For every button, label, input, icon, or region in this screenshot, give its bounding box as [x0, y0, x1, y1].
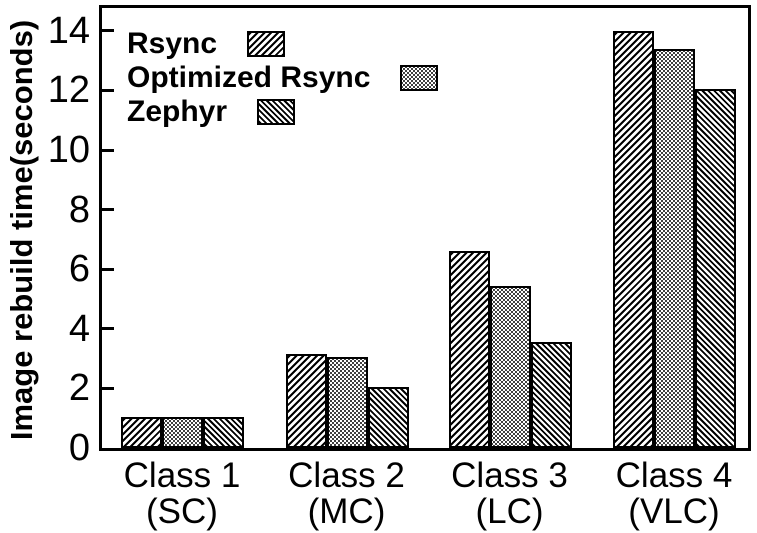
x-label-main: Class 3: [451, 456, 568, 495]
legend-row-zephyr: Zephyr: [127, 95, 438, 129]
bar-zephyr-class-1: [203, 417, 244, 448]
y-tick-label-10: 10: [47, 129, 90, 171]
bar-rsync-class-1: [121, 417, 162, 448]
y-tick-label-4: 4: [68, 307, 90, 350]
legend-label: Optimized Rsync: [127, 61, 371, 94]
x-label-class-2: Class 2 (MC): [247, 458, 447, 530]
bar-optimized-rsync-class-3: [490, 286, 531, 448]
y-tick-label-14: 14: [47, 9, 90, 52]
y-tick-label-8: 8: [68, 188, 90, 231]
y-tick-label-0: 0: [68, 427, 90, 469]
x-label-main: Class 1: [123, 456, 241, 495]
legend: Rsync Optimized Rsync Zephyr: [127, 27, 439, 129]
legend-label: Rsync: [127, 27, 218, 60]
legend-row-rsync: Rsync: [127, 27, 438, 61]
x-label-main: Class 4: [615, 456, 733, 495]
x-label-main: Class 2: [288, 456, 405, 495]
bar-rsync-class-2: [286, 354, 327, 448]
legend-swatch-dots: [400, 65, 439, 91]
x-label-sub: (VLC): [628, 492, 720, 531]
y-tick-2: [102, 386, 114, 390]
bar-optimized-rsync-class-1: [162, 417, 203, 448]
legend-label: Zephyr: [127, 95, 228, 128]
y-tick-10: [102, 148, 114, 152]
x-label-class-4: Class 4 (VLC): [574, 458, 757, 530]
legend-row-optimized-rsync: Optimized Rsync: [127, 61, 439, 95]
y-tick-6: [102, 267, 114, 271]
legend-swatch-hatch-forward: [247, 31, 286, 57]
bar-zephyr-class-2: [368, 387, 409, 448]
x-label-sub: (MC): [307, 492, 386, 531]
bar-zephyr-class-4: [695, 89, 736, 448]
x-label-class-3: Class 3 (LC): [410, 458, 610, 530]
y-tick-label-12: 12: [47, 69, 90, 112]
y-tick-12: [102, 88, 114, 92]
y-tick-label-6: 6: [68, 248, 90, 291]
y-tick-label-2: 2: [68, 367, 90, 410]
x-label-sub: (SC): [146, 492, 218, 531]
y-tick-4: [102, 327, 114, 331]
plot-area: Rsync Optimized Rsync Zephyr: [99, 5, 751, 451]
bar-rsync-class-3: [449, 251, 490, 448]
legend-swatch-hatch-backward: [257, 99, 296, 125]
x-label-class-1: Class 1 (SC): [82, 458, 282, 530]
x-label-sub: (LC): [475, 492, 544, 531]
bar-optimized-rsync-class-4: [654, 49, 695, 448]
bar-zephyr-class-3: [531, 342, 572, 448]
bar-rsync-class-4: [613, 31, 654, 448]
y-tick-8: [102, 208, 114, 212]
y-tick-14: [102, 29, 114, 33]
bar-optimized-rsync-class-2: [327, 357, 368, 448]
